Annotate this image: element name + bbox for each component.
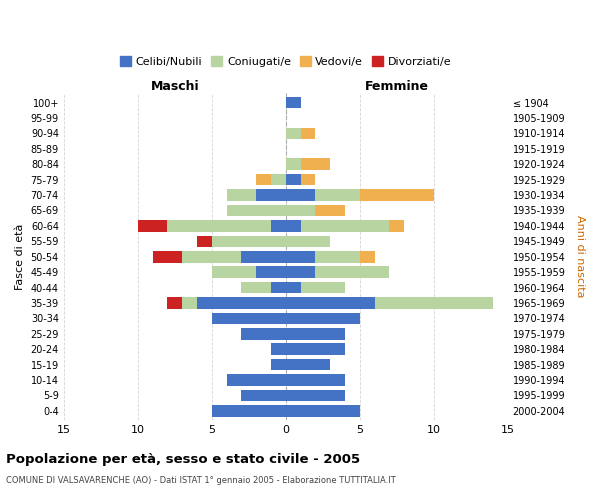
Text: COMUNE DI VALSAVARENCHE (AO) - Dati ISTAT 1° gennaio 2005 - Elaborazione TUTTITA: COMUNE DI VALSAVARENCHE (AO) - Dati ISTA… (6, 476, 396, 485)
Bar (286, 266, 316, 278)
Bar (241, 282, 271, 294)
Bar (271, 220, 286, 232)
Bar (212, 266, 256, 278)
Bar (241, 251, 286, 262)
Bar (286, 158, 301, 170)
Bar (182, 297, 197, 309)
Bar (301, 158, 330, 170)
Bar (301, 282, 345, 294)
Bar (286, 328, 345, 340)
Bar (286, 204, 316, 216)
Bar (182, 251, 241, 262)
Bar (286, 282, 301, 294)
Bar (286, 405, 360, 416)
Y-axis label: Anni di nascita: Anni di nascita (575, 216, 585, 298)
Bar (227, 190, 256, 201)
Bar (138, 220, 167, 232)
Bar (271, 174, 286, 186)
Bar (167, 220, 271, 232)
Bar (271, 282, 286, 294)
Text: Maschi: Maschi (151, 80, 199, 92)
Bar (241, 328, 286, 340)
Bar (256, 190, 286, 201)
Bar (286, 220, 301, 232)
Bar (286, 359, 330, 370)
Bar (212, 312, 286, 324)
Bar (241, 390, 286, 402)
Bar (316, 190, 360, 201)
Bar (286, 174, 301, 186)
Bar (227, 204, 286, 216)
Bar (360, 190, 434, 201)
Bar (301, 174, 316, 186)
Bar (286, 128, 301, 139)
Bar (301, 220, 389, 232)
Bar (212, 236, 286, 247)
Bar (286, 374, 345, 386)
Bar (316, 204, 345, 216)
Bar (286, 97, 301, 108)
Bar (212, 405, 286, 416)
Legend: Celibi/Nubili, Coniugati/e, Vedovi/e, Divorziati/e: Celibi/Nubili, Coniugati/e, Vedovi/e, Di… (117, 53, 455, 70)
Text: Femmine: Femmine (365, 80, 429, 92)
Bar (227, 374, 286, 386)
Bar (271, 344, 286, 355)
Bar (286, 236, 330, 247)
Y-axis label: Fasce di età: Fasce di età (15, 224, 25, 290)
Bar (152, 251, 182, 262)
Bar (286, 312, 360, 324)
Bar (167, 297, 182, 309)
Bar (286, 251, 316, 262)
Bar (301, 128, 316, 139)
Bar (197, 236, 212, 247)
Bar (360, 251, 374, 262)
Bar (316, 251, 360, 262)
Bar (286, 190, 316, 201)
Bar (374, 297, 493, 309)
Bar (389, 220, 404, 232)
Bar (271, 359, 286, 370)
Bar (256, 174, 271, 186)
Bar (197, 297, 286, 309)
Bar (316, 266, 389, 278)
Bar (286, 344, 345, 355)
Bar (286, 390, 345, 402)
Bar (256, 266, 286, 278)
Text: Popolazione per età, sesso e stato civile - 2005: Popolazione per età, sesso e stato civil… (6, 452, 360, 466)
Bar (286, 297, 374, 309)
